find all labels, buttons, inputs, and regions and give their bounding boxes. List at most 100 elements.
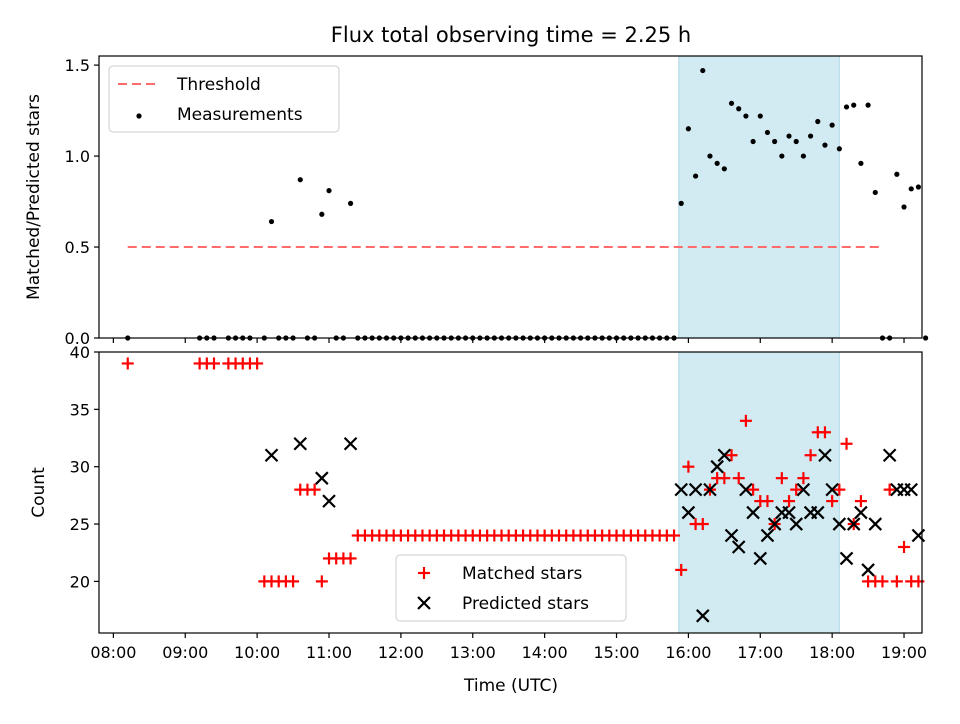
y-tick-label: 20 bbox=[70, 572, 90, 591]
measurement-point bbox=[807, 133, 814, 139]
y-tick-label: 25 bbox=[70, 515, 90, 534]
x-tick-label: 12:00 bbox=[378, 643, 424, 662]
x-tick-label: 19:00 bbox=[881, 643, 927, 662]
y-tick-label: 1.5 bbox=[65, 56, 90, 75]
predicted-star-marker bbox=[688, 482, 703, 497]
predicted-star-marker-b bbox=[264, 448, 279, 463]
x-tick-label: 16:00 bbox=[665, 643, 711, 662]
predicted-star-marker-b bbox=[746, 505, 760, 520]
x-tick-label: 09:00 bbox=[162, 643, 208, 662]
matched-star-marker bbox=[287, 575, 300, 588]
matched-star-marker bbox=[840, 437, 853, 450]
predicted-star-marker bbox=[868, 517, 883, 531]
matched-star-marker bbox=[898, 540, 911, 553]
predicted-star-marker bbox=[854, 505, 868, 520]
predicted-star-marker bbox=[882, 448, 897, 463]
highlight-span bbox=[678, 351, 840, 634]
predicted-star-marker bbox=[789, 517, 803, 531]
matched-star-marker bbox=[251, 357, 264, 370]
matched-star-marker bbox=[883, 483, 896, 496]
matched-star-marker bbox=[790, 483, 803, 496]
predicted-star-marker bbox=[674, 482, 688, 497]
y-tick-label: 1.0 bbox=[65, 147, 90, 166]
matched-star-marker bbox=[732, 472, 745, 485]
predicted-star-marker-b bbox=[846, 517, 861, 531]
predicted-star-marker bbox=[839, 551, 854, 566]
predicted-star-marker bbox=[264, 448, 279, 463]
predicted-star-marker bbox=[782, 505, 796, 520]
highlight-span bbox=[678, 55, 840, 339]
predicted-star-marker-b bbox=[315, 471, 329, 485]
measurement-point bbox=[901, 204, 907, 210]
legend-matched-swatch bbox=[418, 567, 430, 579]
matched-star-marker bbox=[833, 483, 846, 496]
predicted-star-marker bbox=[724, 528, 739, 543]
legend-measurement-label: Measurements bbox=[177, 105, 303, 125]
predicted-star-marker-b bbox=[717, 448, 732, 463]
axes-frame bbox=[98, 351, 923, 634]
predicted-star-marker-b bbox=[674, 482, 688, 497]
predicted-star-marker-b bbox=[293, 436, 308, 451]
predicted-star-marker bbox=[796, 482, 811, 497]
chart-title: Flux total observing time = 2.25 h bbox=[331, 23, 691, 47]
measurement-point bbox=[836, 146, 842, 152]
measurement-point bbox=[908, 186, 914, 192]
legend-box bbox=[395, 554, 627, 622]
legend-top: Threshold Measurements bbox=[108, 65, 340, 133]
measurement-point bbox=[685, 126, 691, 132]
predicted-star-marker bbox=[767, 517, 782, 531]
predicted-star-marker bbox=[832, 517, 847, 531]
measurement-point bbox=[347, 200, 354, 206]
predicted-star-marker-b bbox=[782, 505, 796, 520]
measurement-point bbox=[894, 171, 900, 177]
predicted-star-marker-b bbox=[904, 482, 918, 497]
measurement-point bbox=[851, 102, 857, 108]
x-tick-label: 17:00 bbox=[737, 643, 783, 662]
x-tick-label: 08:00 bbox=[90, 643, 136, 662]
measurement-point bbox=[772, 138, 778, 145]
predicted-star-marker bbox=[731, 540, 746, 554]
predicted-star-marker bbox=[322, 494, 336, 508]
predicted-star-marker-b bbox=[825, 482, 839, 497]
measurement-point bbox=[743, 113, 749, 119]
measurement-point bbox=[297, 177, 303, 183]
predicted-star-marker bbox=[343, 436, 358, 451]
predicted-star-marker-b bbox=[322, 494, 336, 508]
predicted-star-marker-b bbox=[767, 517, 782, 531]
matched-star-marker bbox=[308, 483, 321, 496]
predicted-star-marker bbox=[315, 471, 329, 485]
y-tick-label: 30 bbox=[70, 458, 90, 477]
measurement-point bbox=[736, 106, 742, 112]
predicted-star-marker-b bbox=[710, 459, 724, 474]
measurement-point bbox=[700, 67, 706, 74]
predicted-star-marker-b bbox=[753, 551, 768, 566]
predicted-star-marker-b bbox=[861, 563, 875, 577]
measurement-point bbox=[721, 166, 727, 172]
y-tick-label: 35 bbox=[70, 400, 90, 419]
matched-star-marker bbox=[725, 449, 738, 462]
matched-star-marker bbox=[775, 472, 788, 485]
measurement-point bbox=[800, 153, 807, 159]
measurement-point bbox=[326, 188, 332, 194]
y-axis-label: Matched/Predicted stars bbox=[24, 94, 44, 300]
measurement-point bbox=[757, 113, 763, 119]
bottom-panel: 20 25 30 35 40 08:00 09:00 10:00 11:00 12:00 13:00… bbox=[29, 343, 927, 662]
predicted-star-marker bbox=[825, 482, 839, 497]
x-tick-label: 13:00 bbox=[450, 643, 496, 662]
matched-star-marker bbox=[876, 575, 889, 588]
measurement-point bbox=[319, 211, 325, 217]
x-tick-label: 15:00 bbox=[593, 643, 639, 662]
x-tick-label: 11:00 bbox=[306, 643, 352, 662]
measurement-point bbox=[692, 173, 699, 179]
predicted-star-marker bbox=[904, 482, 918, 497]
x-tick-label: 14:00 bbox=[522, 643, 568, 662]
top-panel: 0.0 0.5 1.0 1.5 Matched/Predicted stars Thres… bbox=[24, 55, 929, 348]
measurement-point bbox=[779, 153, 785, 159]
measurement-point bbox=[829, 122, 835, 128]
x-tick-label: 10:00 bbox=[234, 643, 280, 662]
measurement-point bbox=[922, 335, 929, 341]
predicted-star-marker-b bbox=[695, 609, 710, 623]
matched-star-marker bbox=[344, 552, 357, 565]
predicted-star-marker-b bbox=[818, 448, 832, 463]
